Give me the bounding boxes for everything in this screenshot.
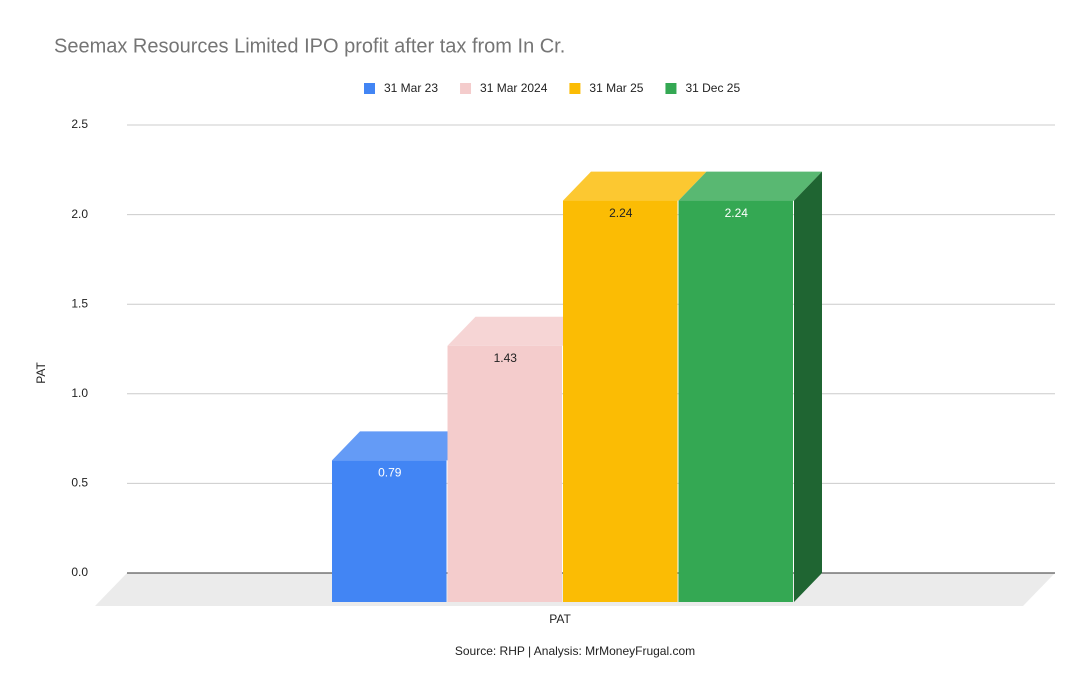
bar [563,200,678,603]
chart-title: Seemax Resources Limited IPO profit afte… [54,35,565,57]
bar [447,345,562,602]
y-tick-label: 0.0 [71,565,88,579]
y-tick-label: 2.5 [71,117,88,131]
legend-label: 31 Mar 23 [384,81,438,95]
y-axis-label: PAT [34,362,48,384]
bar-top [332,431,476,461]
legend-label: 31 Dec 25 [685,81,740,95]
y-tick-label: 1.0 [71,386,88,400]
legend-swatch [364,83,375,94]
data-label: 2.24 [609,206,633,220]
legend-swatch [460,83,472,94]
data-label: 2.24 [725,206,749,220]
legend-label: 31 Mar 2024 [480,81,548,95]
y-tick-label: 1.5 [71,296,88,310]
bar-top [678,171,822,201]
legend-label: 31 Mar 25 [589,81,643,95]
source-note: Source: RHP | Analysis: MrMoneyFrugal.co… [455,644,695,658]
y-tick-label: 2.0 [71,207,88,221]
data-label: 1.43 [494,351,518,365]
bar-top [447,316,591,346]
bar [678,200,793,603]
legend-swatch [665,83,677,94]
bar-top [563,171,707,201]
x-axis-label: PAT [549,612,571,626]
legend-swatch [569,83,581,94]
data-label: 0.79 [378,466,402,480]
bar [332,460,447,602]
y-tick-label: 0.5 [71,476,88,490]
bar-side [794,171,822,603]
